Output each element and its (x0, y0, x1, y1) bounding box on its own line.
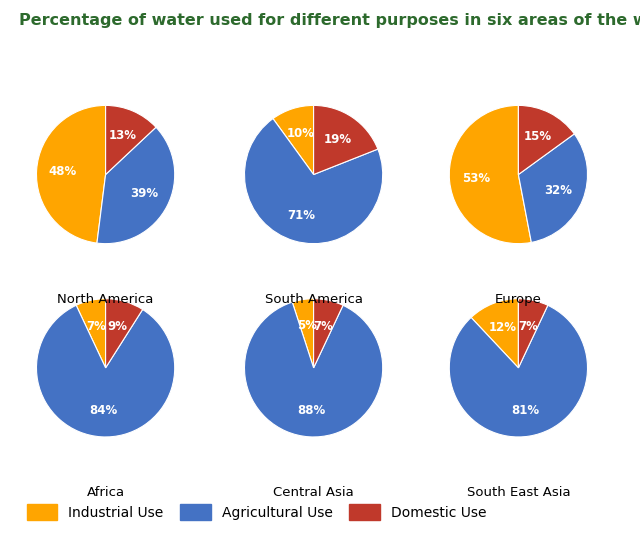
Wedge shape (518, 105, 574, 175)
Text: Percentage of water used for different purposes in six areas of the world.: Percentage of water used for different p… (19, 13, 640, 28)
Text: 7%: 7% (313, 320, 333, 332)
Wedge shape (76, 299, 106, 368)
Wedge shape (97, 127, 175, 244)
Wedge shape (449, 306, 588, 437)
Wedge shape (292, 299, 314, 368)
Wedge shape (244, 302, 383, 437)
Text: Central Asia: Central Asia (273, 486, 354, 499)
Text: 10%: 10% (286, 127, 314, 140)
Text: 84%: 84% (89, 404, 117, 417)
Wedge shape (36, 105, 106, 243)
Text: 32%: 32% (544, 184, 572, 197)
Text: 71%: 71% (287, 209, 316, 222)
Text: 9%: 9% (108, 320, 127, 333)
Text: South America: South America (264, 293, 363, 306)
Text: 53%: 53% (461, 172, 490, 185)
Text: 88%: 88% (297, 404, 325, 417)
Text: 81%: 81% (511, 404, 539, 417)
Text: 19%: 19% (324, 133, 352, 146)
Wedge shape (244, 119, 383, 244)
Text: 5%: 5% (297, 319, 317, 332)
Text: 15%: 15% (524, 130, 552, 143)
Text: 7%: 7% (518, 320, 538, 332)
Text: 13%: 13% (109, 129, 136, 142)
Wedge shape (314, 105, 378, 175)
Text: 7%: 7% (86, 320, 106, 332)
Wedge shape (518, 299, 548, 368)
Text: South East Asia: South East Asia (467, 486, 570, 499)
Wedge shape (471, 299, 518, 368)
Wedge shape (273, 105, 314, 175)
Text: Africa: Africa (86, 486, 125, 499)
Wedge shape (314, 299, 343, 368)
Wedge shape (36, 306, 175, 437)
Wedge shape (518, 134, 588, 242)
Wedge shape (449, 105, 531, 244)
Text: 39%: 39% (130, 187, 158, 200)
Text: 12%: 12% (488, 322, 516, 335)
Wedge shape (106, 105, 156, 175)
Text: North America: North America (58, 293, 154, 306)
Text: 48%: 48% (49, 165, 77, 178)
Legend: Industrial Use, Agricultural Use, Domestic Use: Industrial Use, Agricultural Use, Domest… (20, 497, 493, 527)
Wedge shape (106, 299, 143, 368)
Text: Europe: Europe (495, 293, 542, 306)
